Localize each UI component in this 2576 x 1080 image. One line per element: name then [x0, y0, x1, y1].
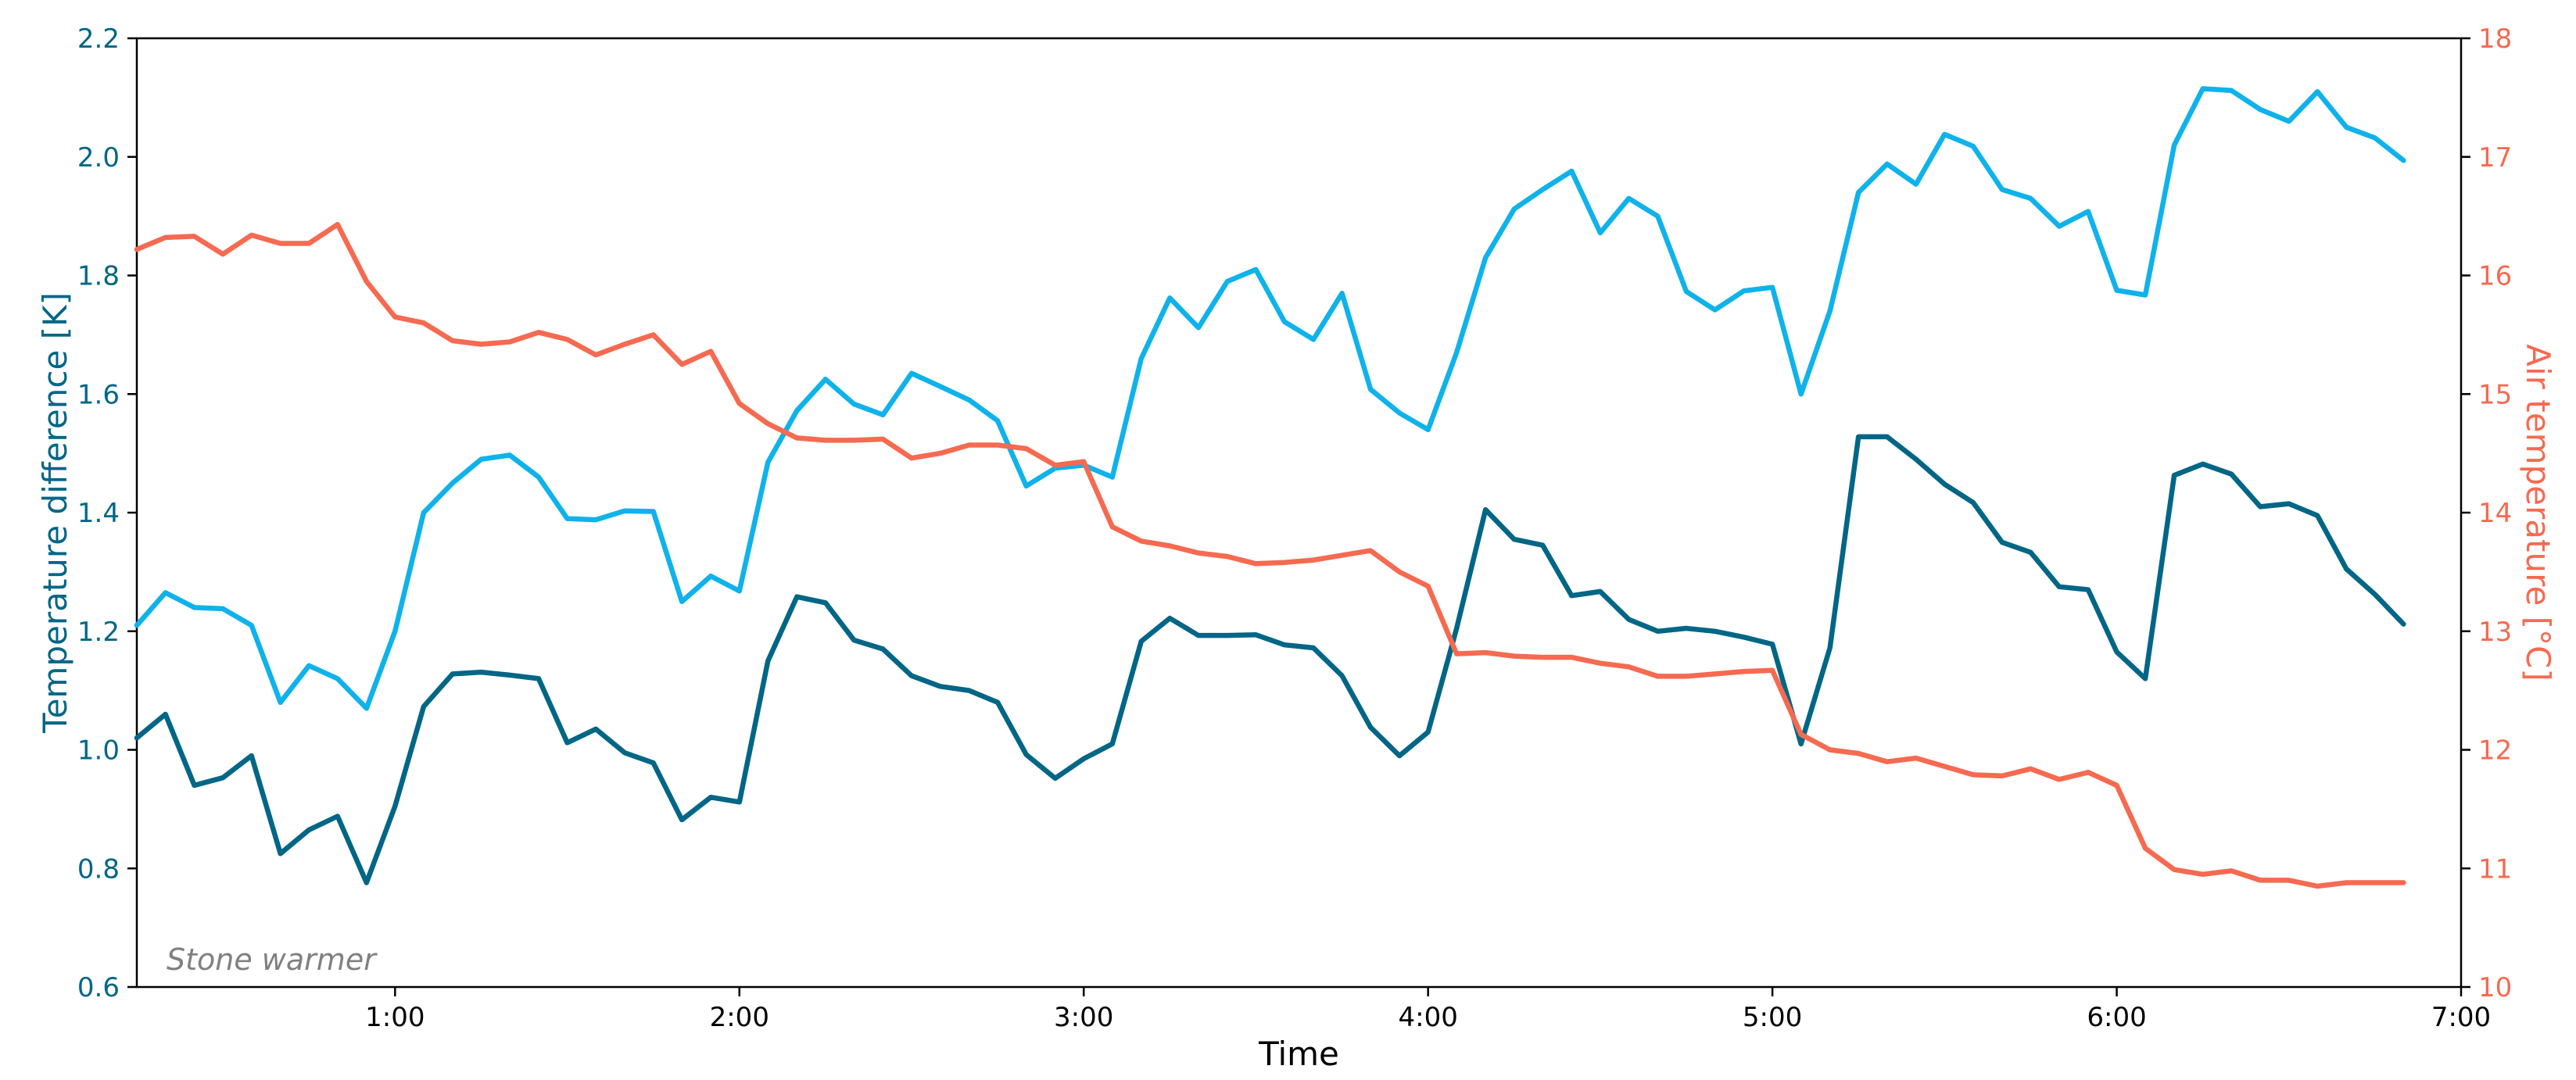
- plot-area-frame: [135, 37, 2463, 989]
- x-tick-label: 2:00: [710, 1002, 769, 1033]
- right-y-tick-label: 16: [2478, 261, 2512, 292]
- left-y-tick-label: 1.0: [77, 735, 120, 767]
- left-y-tick-label: 2.0: [77, 142, 120, 173]
- series-line-3: [134, 221, 2406, 889]
- right-y-tick-label: 15: [2478, 379, 2512, 410]
- series-layer: [134, 86, 2406, 889]
- x-axis-ticks: 1:00 2:00 3:00 4:00 5:00 6:00 7:00: [365, 987, 2491, 1033]
- x-tick-label: 5:00: [1743, 1002, 1802, 1033]
- x-tick-label: 6:00: [2087, 1002, 2146, 1033]
- left-y-tick-label: 1.8: [77, 261, 120, 292]
- x-axis-label: Time: [1258, 1035, 1339, 1073]
- series-line-1: [134, 86, 2406, 711]
- right-y-tick-label: 12: [2478, 735, 2512, 767]
- stone-warmer-annotation: Stone warmer: [167, 942, 378, 977]
- right-y-tick-label: 13: [2478, 617, 2512, 648]
- left-y-tick-label: 1.6: [77, 379, 120, 410]
- right-y-axis-label: Air temperature [°C]: [2519, 344, 2557, 681]
- right-y-tick-label: 17: [2478, 142, 2512, 173]
- x-tick-label: 4:00: [1398, 1002, 1457, 1033]
- left-y-tick-label: 1.2: [77, 617, 120, 648]
- right-y-tick-label: 10: [2478, 972, 2512, 1003]
- left-y-tick-label: 2.2: [77, 23, 120, 55]
- left-y-tick-label: 1.4: [77, 498, 120, 529]
- left-y-tick-label: 0.8: [77, 853, 120, 885]
- right-y-tick-label: 11: [2478, 853, 2512, 885]
- right-y-axis-ticks: 10 11 12 13 14 15 16 17 18: [2461, 23, 2512, 1003]
- x-tick-label: 7:00: [2431, 1002, 2491, 1033]
- left-y-tick-label: 0.6: [77, 972, 120, 1003]
- x-tick-label: 3:00: [1054, 1002, 1113, 1033]
- left-y-axis-ticks: 0.6 0.8 1.0 1.2 1.4 1.6 1.8 2.0 2.2: [77, 23, 137, 1003]
- series-line-2: [134, 434, 2406, 885]
- left-y-axis-label: Temperature difference [K]: [36, 292, 74, 734]
- right-y-tick-label: 14: [2478, 498, 2512, 529]
- right-y-tick-label: 18: [2478, 23, 2512, 55]
- x-tick-label: 1:00: [365, 1002, 425, 1033]
